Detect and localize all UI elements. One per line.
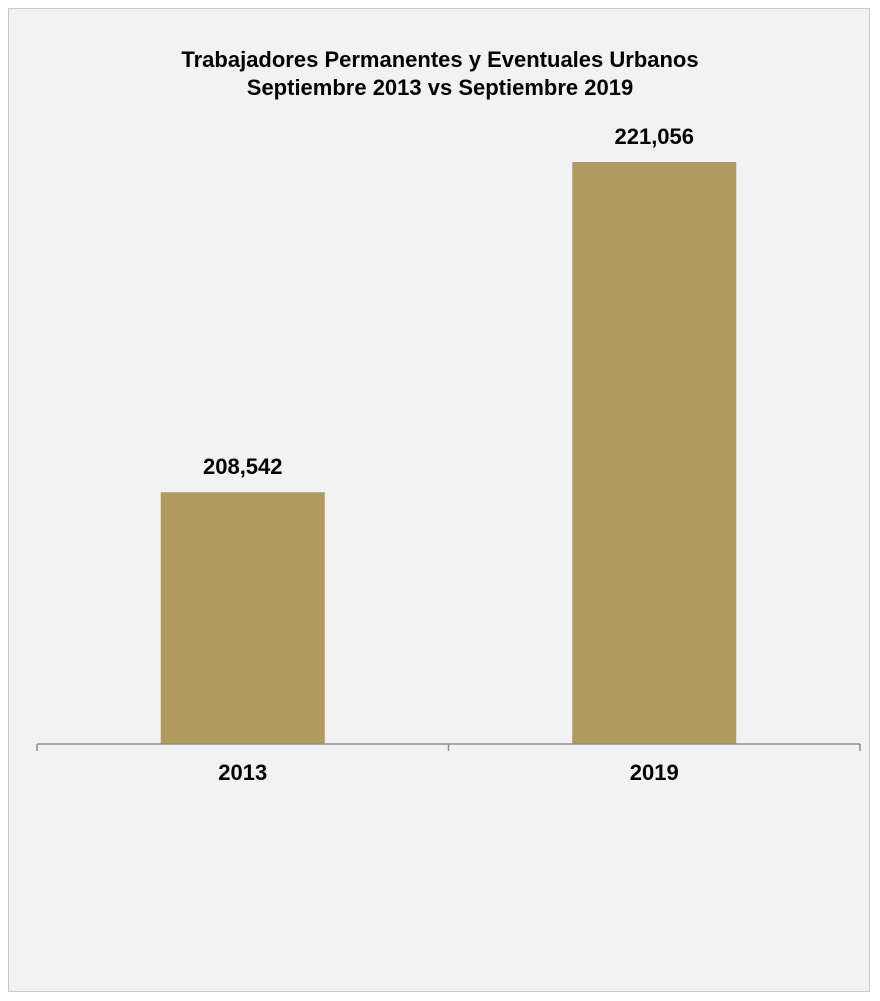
chart-title-block: Trabajadores Permanentes y Eventuales Ur… <box>0 46 880 102</box>
chart-subtitle: Septiembre 2013 vs Septiembre 2019 <box>246 75 634 100</box>
bar-2013 <box>160 492 325 744</box>
chart-title: Trabajadores Permanentes y Eventuales Ur… <box>181 47 699 72</box>
x-tick-label-2013: 2013 <box>218 760 267 785</box>
data-label-2019: 221,056 <box>614 124 694 149</box>
data-label-2013: 208,542 <box>203 454 283 479</box>
bar-2019 <box>572 162 737 744</box>
x-tick-label-2019: 2019 <box>630 760 679 785</box>
